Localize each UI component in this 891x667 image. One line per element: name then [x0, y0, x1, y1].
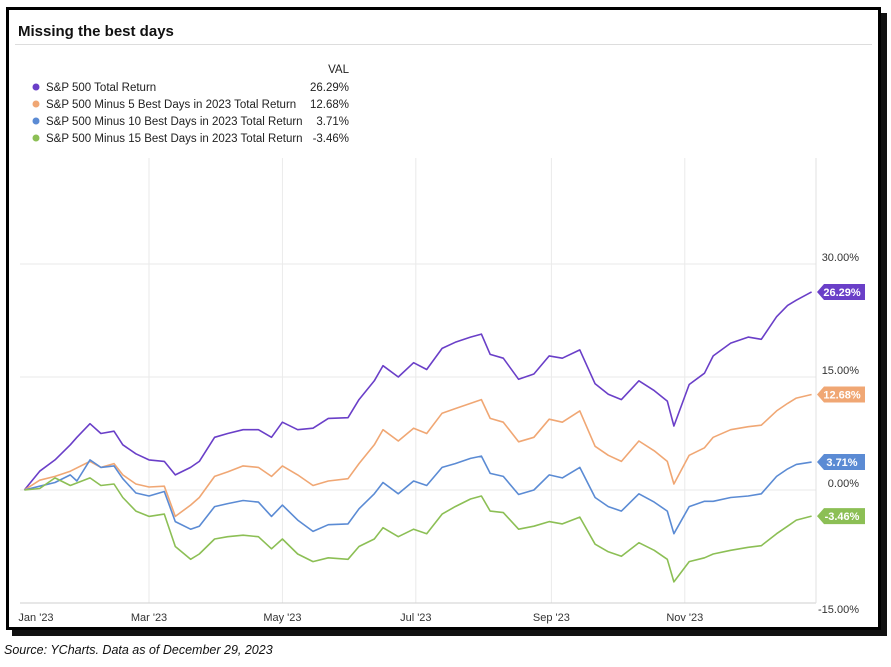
legend-marker — [32, 100, 40, 108]
legend-series-name: S&P 500 Minus 15 Best Days in 2023 Total… — [46, 133, 303, 145]
y-tick-label: -15.00% — [818, 604, 859, 616]
legend-series-value: -3.46% — [313, 133, 349, 145]
chart-title: Missing the best days — [18, 23, 174, 40]
y-tick-label: 30.00% — [822, 252, 860, 264]
legend-series-name: S&P 500 Total Return — [46, 82, 156, 94]
end-value-badge-bg — [817, 386, 865, 403]
x-tick-label: May '23 — [263, 612, 301, 624]
legend-marker — [32, 83, 40, 91]
end-value-badge-label: 3.71% — [826, 457, 857, 469]
legend-series-name: S&P 500 Minus 5 Best Days in 2023 Total … — [46, 99, 296, 111]
x-tick-label: Sep '23 — [533, 612, 570, 624]
y-tick-label: 0.00% — [828, 478, 859, 490]
chart-frame: Missing the best days Jan '23 Mar '23 May … — [6, 7, 881, 630]
line-chart: Jan '23 Mar '23 May '23 Jul '23 Sep '23 Nov '… — [18, 64, 865, 624]
x-tick-label: Nov '23 — [666, 612, 703, 624]
end-value-badge: 3.71% — [817, 454, 865, 471]
legend-header: VAL — [328, 64, 349, 76]
y-tick-label: 15.00% — [822, 365, 860, 377]
legend-series-value: 3.71% — [316, 116, 349, 128]
end-value-badge: -3.46% — [817, 508, 865, 525]
title-divider — [15, 44, 872, 45]
end-value-badge: 12.68% — [817, 386, 865, 403]
end-value-badge: 26.29% — [817, 283, 865, 300]
end-value-badge-label: -3.46% — [825, 511, 860, 523]
legend-series-value: 12.68% — [310, 99, 349, 111]
legend-series-name: S&P 500 Minus 10 Best Days in 2023 Total… — [46, 116, 303, 128]
x-tick-label: Mar '23 — [131, 612, 167, 624]
end-value-badge-label: 26.29% — [823, 287, 861, 299]
end-value-badge-bg — [817, 454, 865, 471]
end-value-badge-bg — [817, 283, 865, 300]
end-value-badge-bg — [817, 508, 865, 525]
end-value-badge-label: 12.68% — [823, 389, 861, 401]
series-line — [24, 477, 812, 583]
x-tick-label: Jan '23 — [18, 612, 53, 624]
series-line — [23, 291, 812, 491]
legend-marker — [32, 134, 40, 142]
source-note: Source: YCharts. Data as of December 29,… — [4, 643, 273, 657]
series-line — [24, 455, 812, 535]
legend-marker — [32, 117, 40, 125]
series-line — [23, 393, 812, 518]
legend-series-value: 26.29% — [310, 82, 349, 94]
x-tick-label: Jul '23 — [400, 612, 431, 624]
